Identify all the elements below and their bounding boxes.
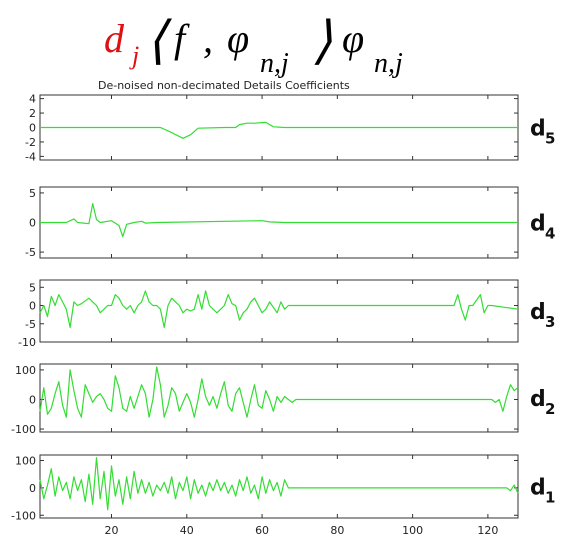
x-tick-label: 100 <box>402 524 423 537</box>
panel-d5: 42 0-2-4 d 5 <box>25 93 555 164</box>
panel-label-subscript: 2 <box>545 400 555 418</box>
panel-d1: 100 0 -100 d 1 <box>11 454 555 522</box>
series-line-d3 <box>39 290 519 328</box>
panel-label: d <box>530 387 546 412</box>
chart-title: De-noised non-decimated Details Coeffici… <box>98 79 350 92</box>
y-tick-label: 4 <box>29 93 36 106</box>
formula-comma: , <box>203 16 213 61</box>
x-tick-label: 80 <box>330 524 344 537</box>
panel-d4: 5 0 -5 d 4 <box>25 186 555 259</box>
formula: d j ⟨ f , φ n,j ⟩ φ n,j <box>104 13 403 79</box>
formula-f: f <box>174 16 190 61</box>
y-tick-label: 100 <box>15 364 36 377</box>
panel-label: d <box>530 300 546 325</box>
y-tick-label: 0 <box>29 393 36 406</box>
series-line-d4 <box>40 203 518 238</box>
x-tick-label: 20 <box>105 524 119 537</box>
formula-phi: φ <box>227 16 249 61</box>
series-line-d2 <box>39 366 519 418</box>
series-line-d5 <box>40 121 518 139</box>
panel-frame <box>39 279 519 343</box>
y-tick-label: -10 <box>18 336 36 349</box>
panel-label-subscript: 4 <box>545 225 555 243</box>
y-tick-label: -2 <box>25 136 36 149</box>
formula-phi-subscript: n,j <box>260 48 289 79</box>
x-tick-label: 40 <box>180 524 194 537</box>
y-tick-label: 0 <box>29 122 36 135</box>
formula-close-bracket: ⟩ <box>312 13 332 70</box>
y-tick-label: 100 <box>15 454 36 467</box>
y-tick-label: -5 <box>25 318 36 331</box>
panel-label: d <box>530 476 546 501</box>
y-tick-label: -100 <box>11 423 36 436</box>
y-tick-label: -4 <box>25 150 36 163</box>
y-tick-label: 5 <box>29 281 36 294</box>
formula-j: j <box>129 41 139 70</box>
panel-frame <box>39 363 519 433</box>
y-tick-label: 2 <box>29 107 36 120</box>
y-tick-label: 0 <box>29 482 36 495</box>
panel-label-subscript: 1 <box>545 489 555 507</box>
y-tick-label: -100 <box>11 509 36 522</box>
formula-d: d <box>104 16 125 61</box>
y-tick-label: 0 <box>29 217 36 230</box>
y-tick-label: 5 <box>29 187 36 200</box>
y-tick-label: -5 <box>25 246 36 259</box>
x-tick-label: 60 <box>255 524 269 537</box>
x-tick-label: 120 <box>477 524 498 537</box>
panel-d3: 5 0 -5 -10 d 3 <box>18 279 555 349</box>
formula-open-bracket: ⟨ <box>146 13 172 70</box>
panel-label-subscript: 5 <box>545 130 555 148</box>
panel-d2: 100 0 -100 d 2 <box>11 363 555 436</box>
panel-frame <box>39 454 519 519</box>
formula-phi-2: φ <box>342 16 364 61</box>
panel-label: d <box>530 117 546 142</box>
series-line-d1 <box>39 457 519 511</box>
formula-phi-2-subscript: n,j <box>374 48 403 79</box>
panel-label: d <box>530 212 546 237</box>
x-axis: 20 40 60 80 100 120 <box>105 524 499 537</box>
panel-label-subscript: 3 <box>545 313 555 331</box>
y-tick-label: 0 <box>29 300 36 313</box>
